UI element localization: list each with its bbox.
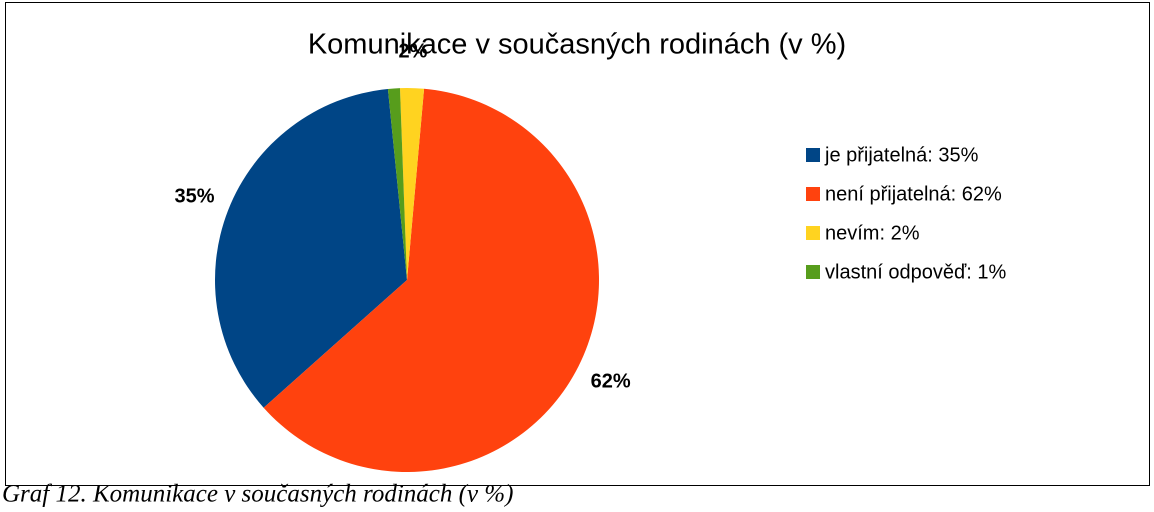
legend-swatch (806, 148, 820, 162)
caption: Graf 12. Komunikace v současných rodinác… (2, 481, 513, 508)
legend-label: nevím: 2% (825, 222, 920, 244)
data-label: 2% (399, 40, 428, 62)
data-label: 62% (591, 371, 631, 393)
chart-title: Komunikace v současných rodinách (v %) (308, 29, 846, 61)
pie-slice (215, 88, 407, 408)
legend-swatch (806, 226, 820, 240)
pie-slice (387, 88, 407, 280)
data-label: 35% (175, 185, 215, 207)
legend-label: vlastní odpověď: 1% (825, 261, 1007, 283)
legend-label: je přijatelná: 35% (824, 144, 979, 166)
legend-swatch (806, 265, 820, 279)
legend-swatch (806, 187, 820, 201)
pie-slice (263, 88, 599, 472)
legend-label: není přijatelná: 62% (825, 183, 1002, 205)
pie-slice (399, 88, 425, 281)
